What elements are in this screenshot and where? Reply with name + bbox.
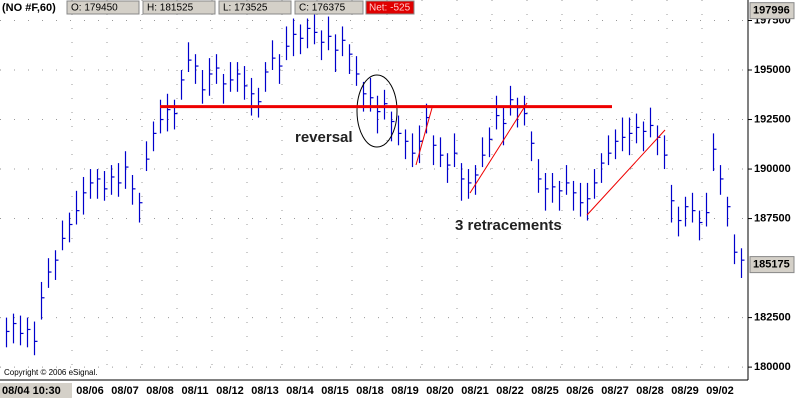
header-box bbox=[142, 0, 216, 15]
bars bbox=[5, 14, 745, 356]
y-tick-label: 190000 bbox=[754, 163, 791, 175]
header-bg bbox=[0, 0, 64, 15]
x-tick-label: 08/28 bbox=[636, 385, 664, 397]
annotation: 3 retracements bbox=[455, 217, 562, 234]
trend-line bbox=[586, 129, 666, 216]
net: Net: -525 bbox=[369, 3, 411, 14]
x-tick-label: 08/29 bbox=[671, 385, 699, 397]
price-marker-label: 197996 bbox=[753, 5, 790, 17]
reversal-circle bbox=[356, 74, 398, 148]
x-tick-label: 08/08 bbox=[146, 385, 174, 397]
x-label-box bbox=[0, 383, 72, 398]
x-tick-label: 08/04 10:30 bbox=[2, 385, 61, 397]
open: O: 179450 bbox=[71, 3, 118, 14]
y-tick-label: 180000 bbox=[754, 361, 791, 373]
trend-line bbox=[469, 102, 528, 194]
header-box bbox=[365, 0, 415, 15]
y-tick-label: 192500 bbox=[754, 113, 791, 125]
close: C: 176375 bbox=[299, 3, 346, 14]
x-tick-label: 08/15 bbox=[321, 385, 349, 397]
y-tick-label: 195000 bbox=[754, 64, 791, 76]
x-tick-label: 08/13 bbox=[251, 385, 279, 397]
header-box bbox=[218, 0, 292, 15]
x-tick-label: 08/26 bbox=[566, 385, 594, 397]
header-box bbox=[294, 0, 364, 15]
x-tick-label: 08/21 bbox=[461, 385, 489, 397]
trend-line bbox=[415, 107, 433, 166]
x-tick-label: 08/07 bbox=[111, 385, 139, 397]
x-tick-label: 08/18 bbox=[356, 385, 384, 397]
copyright: Copyright © 2006 eSignal. bbox=[4, 368, 98, 377]
symbol: (NO #F,60) bbox=[2, 2, 56, 14]
x-tick-label: 08/06 bbox=[76, 385, 104, 397]
x-tick-label: 08/27 bbox=[601, 385, 629, 397]
x-tick-label: 08/25 bbox=[531, 385, 559, 397]
y-tick-label: 182500 bbox=[754, 311, 791, 323]
price-marker-box bbox=[749, 256, 795, 274]
x-tick-label: 08/12 bbox=[216, 385, 244, 397]
x-tick-label: 08/22 bbox=[496, 385, 524, 397]
x-tick-label: 08/19 bbox=[391, 385, 419, 397]
low: L: 173525 bbox=[223, 3, 268, 14]
price-marker-label: 185175 bbox=[753, 259, 790, 271]
x-tick-label: 08/14 bbox=[286, 385, 314, 397]
header: (NO #F,60) O: 179450 H: 181525 L: 173525… bbox=[0, 0, 415, 15]
annotation: reversal bbox=[295, 129, 353, 146]
y-tick-label: 187500 bbox=[754, 212, 791, 224]
header-box bbox=[66, 0, 140, 15]
x-tick-label: 08/11 bbox=[182, 385, 209, 397]
price-marker-box bbox=[749, 2, 795, 20]
x-tick-label: 08/20 bbox=[426, 385, 454, 397]
high: H: 181525 bbox=[147, 3, 194, 14]
x-tick-label: 09/02 bbox=[706, 385, 734, 397]
